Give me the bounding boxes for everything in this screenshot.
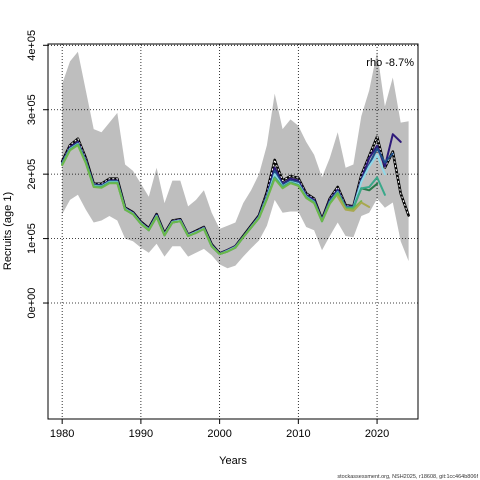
footer-credit: stockassessment.org, NSH2025, r18608, gi… (337, 474, 478, 480)
y-tick-label: 1e+05 (26, 223, 38, 254)
series-line-7 (61, 144, 363, 256)
confidence-band-layer (62, 51, 409, 269)
plot-frame (47, 43, 419, 420)
grid-layer (48, 44, 418, 419)
confidence-band (62, 51, 409, 269)
x-tick-label: 1980 (50, 428, 74, 440)
series-line-8 (336, 195, 371, 212)
series-layer (60, 133, 410, 256)
y-axis-title: Recruits (age 1) (2, 192, 14, 270)
x-axis-title: Years (219, 455, 247, 467)
rho-annotation: rho -8.7% (366, 57, 414, 69)
y-tick-label: 2e+05 (26, 159, 38, 190)
y-tick-label: 4e+05 (26, 30, 38, 61)
y-tick-label: 3e+05 (26, 94, 38, 125)
x-tick-label: 1990 (129, 428, 153, 440)
x-tick-label: 2000 (207, 428, 231, 440)
axis-layer: 1980 1990 2000 2010 2020 0e+00 1e+05 2e+05 3e+05… (26, 30, 389, 440)
x-tick-label: 2020 (365, 428, 389, 440)
x-tick-label: 2010 (286, 428, 310, 440)
y-tick-label: 0e+00 (26, 288, 38, 319)
